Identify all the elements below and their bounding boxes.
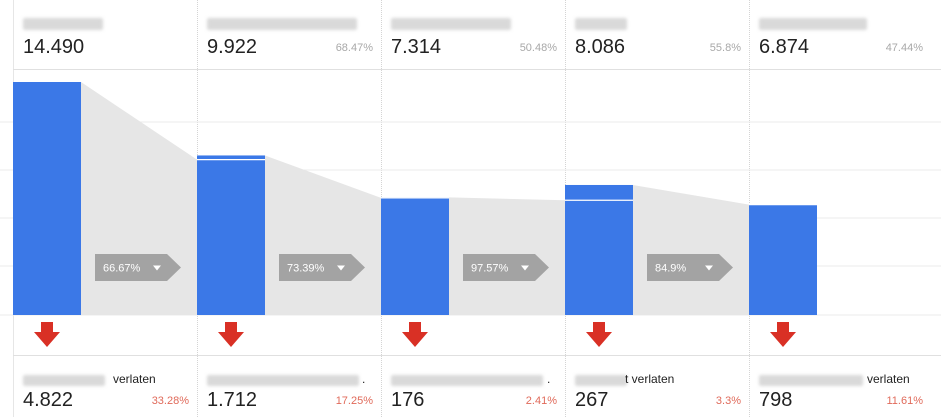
bars <box>13 82 817 315</box>
continuation-rate-label: 66.67% <box>103 263 141 275</box>
funnel-stage-5-header: 6.874 47.44% <box>749 0 941 70</box>
continuation-tag <box>95 254 181 281</box>
stage-1-label-redacted <box>23 18 103 30</box>
exit-arrow-icon <box>218 322 244 347</box>
exit-2-label-redacted <box>207 375 359 386</box>
flow-area <box>633 184 749 315</box>
stage-4-percent: 55.8% <box>709 42 741 54</box>
funnel-stage-1-header: 14.490 <box>13 0 197 70</box>
continuation-tag <box>463 254 549 281</box>
chevron-down-icon <box>705 265 713 271</box>
exit-2-value: 1.712 <box>207 389 258 411</box>
continuation-rate-label: 73.39% <box>287 263 325 275</box>
exit-4-label: t verlaten <box>625 372 675 386</box>
bar <box>13 82 81 315</box>
exit-1-value: 4.822 <box>23 389 74 411</box>
exit-1-label-redacted <box>23 375 105 386</box>
exit-5-label: verlaten <box>867 372 910 386</box>
stage-3-percent: 50.48% <box>519 42 557 54</box>
bar <box>381 197 449 315</box>
funnel-stage-3-header: 7.314 50.48% <box>381 0 565 70</box>
chevron-down-icon <box>337 265 345 271</box>
exit-4-label-redacted <box>575 375 627 386</box>
stage-5-label-redacted <box>759 18 867 30</box>
exit-3-value: 176 <box>391 389 425 411</box>
exit-arrows <box>34 322 796 347</box>
funnel-stage-4-header: 8.086 55.8% <box>565 0 749 70</box>
exit-5-label-redacted <box>759 375 863 386</box>
exit-1-label: verlaten <box>113 372 156 386</box>
stage-4-label-redacted <box>575 18 627 30</box>
chevron-down-icon <box>153 265 161 271</box>
stage-5-value: 6.874 <box>759 36 810 58</box>
exit-3-percent: 2.41% <box>525 395 557 407</box>
exit-arrow-icon <box>34 322 60 347</box>
exit-2-percent: 17.25% <box>335 395 373 407</box>
stage-2-value: 9.922 <box>207 36 258 58</box>
bar <box>565 184 633 315</box>
exit-arrow-icon <box>402 322 428 347</box>
continuation-tag <box>647 254 733 281</box>
stage-4-value: 8.086 <box>575 36 626 58</box>
exit-5-value: 798 <box>759 389 793 411</box>
stage-1-value: 14.490 <box>23 36 85 58</box>
exit-3: . 176 2.41% <box>381 355 565 417</box>
exit-4: t verlaten 267 3.3% <box>565 355 749 417</box>
exit-2-label: . <box>362 372 366 386</box>
stage-2-percent: 68.47% <box>335 42 373 54</box>
continuation-rate-label: 84.9% <box>655 263 686 275</box>
exit-arrow-icon <box>770 322 796 347</box>
exit-1-percent: 33.28% <box>151 395 189 407</box>
exit-arrow-icon <box>586 322 612 347</box>
funnel-stage-2-header: 9.922 68.47% <box>197 0 381 70</box>
exit-1: verlaten 4.822 33.28% <box>13 355 197 417</box>
chevron-down-icon <box>521 265 529 271</box>
stage-3-value: 7.314 <box>391 36 442 58</box>
exit-4-value: 267 <box>575 389 609 411</box>
exit-4-percent: 3.3% <box>715 395 741 407</box>
exit-2: . 1.712 17.25% <box>197 355 381 417</box>
continuation-tags: 66.67% 73.39% 97.57% 84.9% <box>95 254 733 281</box>
exit-5-percent: 11.61% <box>886 395 924 407</box>
continuation-rate-label: 97.57% <box>471 263 509 275</box>
stage-3-label-redacted <box>391 18 511 30</box>
stage-2-label-redacted <box>207 18 357 30</box>
stage-5-percent: 47.44% <box>885 42 923 54</box>
bar <box>749 204 817 315</box>
continuation-tag <box>279 254 365 281</box>
bar <box>197 155 265 315</box>
exit-3-label-redacted <box>391 375 543 386</box>
flow-area <box>265 155 381 315</box>
exit-3-label: . <box>547 372 551 386</box>
exit-5: verlaten 798 11.61% <box>749 355 941 417</box>
